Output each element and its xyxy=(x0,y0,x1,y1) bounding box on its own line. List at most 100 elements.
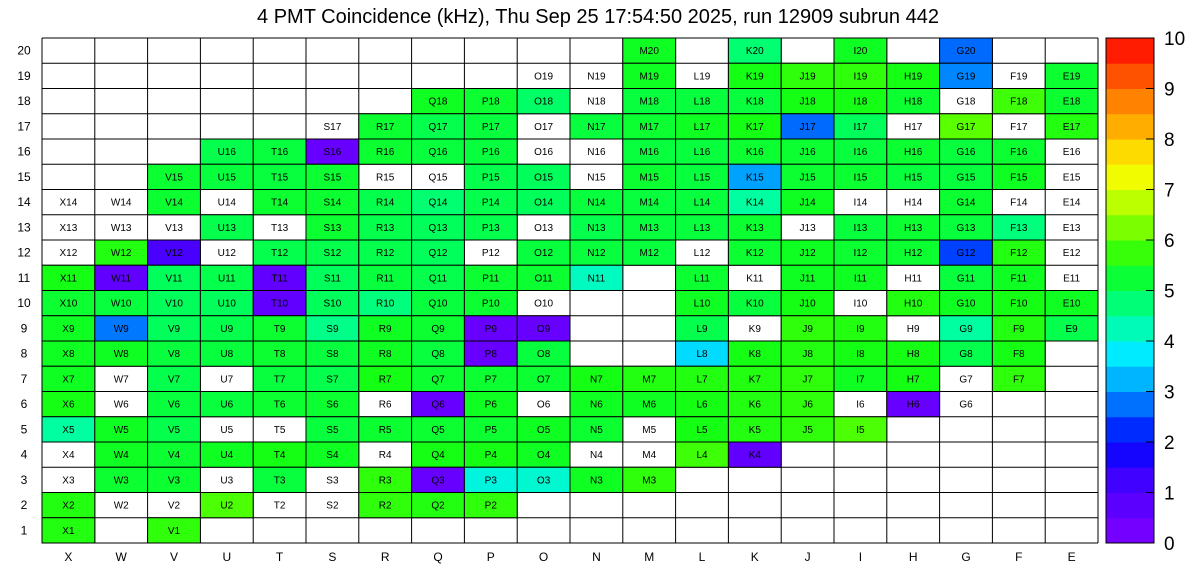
cell-label: E12 xyxy=(1063,248,1081,259)
heatmap-cell xyxy=(41,416,96,443)
cell-label: H7 xyxy=(907,374,920,385)
heatmap-cell xyxy=(780,189,835,216)
y-tick-label: 3 xyxy=(21,473,28,487)
y-tick-label: 1 xyxy=(21,523,28,537)
colorbar-segment xyxy=(1106,315,1154,342)
colorbar-segment xyxy=(1106,366,1154,392)
cell-label: T12 xyxy=(271,248,289,259)
heatmap-cell xyxy=(147,391,201,418)
heatmap-cell xyxy=(411,239,465,266)
heatmap-cell xyxy=(411,138,465,165)
cell-label: R2 xyxy=(379,501,392,512)
cell-label: X7 xyxy=(62,374,75,385)
cell-label: K16 xyxy=(746,147,764,158)
heatmap-cell xyxy=(305,315,360,342)
heatmap-cell xyxy=(675,264,729,291)
cell-label: X3 xyxy=(62,475,75,486)
heatmap-cell xyxy=(727,113,782,140)
colorbar-segment xyxy=(1106,492,1154,519)
cell-label: S16 xyxy=(324,147,342,158)
cell-label: P8 xyxy=(485,349,498,360)
cell-label: P11 xyxy=(482,273,499,284)
cell-label: L11 xyxy=(694,273,710,284)
cell-label: I17 xyxy=(853,122,867,133)
cell-label: L7 xyxy=(696,374,708,385)
heatmap-cell xyxy=(833,214,888,241)
x-tick-label: T xyxy=(276,550,284,564)
x-tick-label: V xyxy=(170,550,178,564)
heatmap-cell xyxy=(833,62,888,89)
heatmap-cell xyxy=(411,290,465,317)
heatmap-cell xyxy=(780,416,835,443)
cell-label: G10 xyxy=(957,299,976,310)
heatmap-cell xyxy=(780,113,835,140)
cell-label: T8 xyxy=(274,349,286,360)
heatmap-cell xyxy=(358,239,413,266)
cell-label: Q7 xyxy=(431,374,445,385)
cell-label: W9 xyxy=(114,324,129,335)
cell-label: N17 xyxy=(587,122,606,133)
cell-label: U4 xyxy=(220,450,233,461)
cell-label: J12 xyxy=(800,248,817,259)
cell-label: P18 xyxy=(482,97,500,108)
heatmap-cell xyxy=(147,315,201,342)
cell-label: F12 xyxy=(1010,248,1028,259)
heatmap-cell xyxy=(675,88,729,115)
heatmap-cell xyxy=(358,189,413,216)
colorbar-segment xyxy=(1106,442,1154,468)
colorbar-tick-label: 3 xyxy=(1164,383,1175,404)
heatmap-cell xyxy=(516,163,571,190)
heatmap-cell xyxy=(41,315,96,342)
cell-label: I14 xyxy=(853,198,867,209)
heatmap-cell xyxy=(411,466,465,493)
heatmap-cell xyxy=(41,492,96,519)
cell-label: V15 xyxy=(165,172,183,183)
cell-label: L16 xyxy=(694,147,711,158)
cell-label: Q11 xyxy=(429,273,448,284)
cell-label: F11 xyxy=(1011,273,1028,284)
cell-label: F10 xyxy=(1010,299,1028,310)
cell-label: V5 xyxy=(168,425,181,436)
heatmap-cell xyxy=(411,492,465,519)
cell-label: O18 xyxy=(534,97,553,108)
heatmap-cell xyxy=(622,214,677,241)
cell-label: M3 xyxy=(642,475,656,486)
heatmap-cell xyxy=(463,492,518,519)
cell-label: F19 xyxy=(1010,71,1028,82)
cell-label: S4 xyxy=(326,450,339,461)
heatmap-cell xyxy=(516,466,571,493)
cell-label: N13 xyxy=(587,223,606,234)
cell-label: G6 xyxy=(959,400,973,411)
cell-label: R16 xyxy=(376,147,395,158)
cell-label: P12 xyxy=(482,248,500,259)
cell-label: K13 xyxy=(746,223,764,234)
cell-label: H9 xyxy=(907,324,920,335)
heatmap-cell xyxy=(516,340,571,367)
heatmap-cell xyxy=(569,466,624,493)
cell-label: K19 xyxy=(746,71,764,82)
heatmap-cell xyxy=(833,239,888,266)
cell-label: L6 xyxy=(696,400,708,411)
colorbar-segment xyxy=(1106,214,1154,241)
x-tick-label: H xyxy=(909,550,918,564)
cell-label: Q16 xyxy=(429,147,448,158)
heatmap-cell xyxy=(463,189,518,216)
cell-label: G12 xyxy=(957,248,976,259)
cell-label: H18 xyxy=(904,97,923,108)
cell-label: I9 xyxy=(856,324,865,335)
x-tick-label: O xyxy=(539,550,548,564)
heatmap-cell xyxy=(991,163,1046,190)
heatmap-cell xyxy=(358,138,413,165)
cell-label: T5 xyxy=(274,425,286,436)
heatmap-cell xyxy=(622,365,677,392)
cell-label: I10 xyxy=(853,299,867,310)
cell-label: P2 xyxy=(485,501,498,512)
cell-label: N4 xyxy=(590,450,603,461)
cell-label: W14 xyxy=(111,198,132,209)
heatmap-cell xyxy=(305,163,360,190)
colorbar-segment xyxy=(1106,290,1154,317)
cell-label: I13 xyxy=(853,223,867,234)
cell-label: M20 xyxy=(639,46,659,57)
cell-label: T3 xyxy=(274,475,286,486)
heatmap-cell xyxy=(411,264,465,291)
